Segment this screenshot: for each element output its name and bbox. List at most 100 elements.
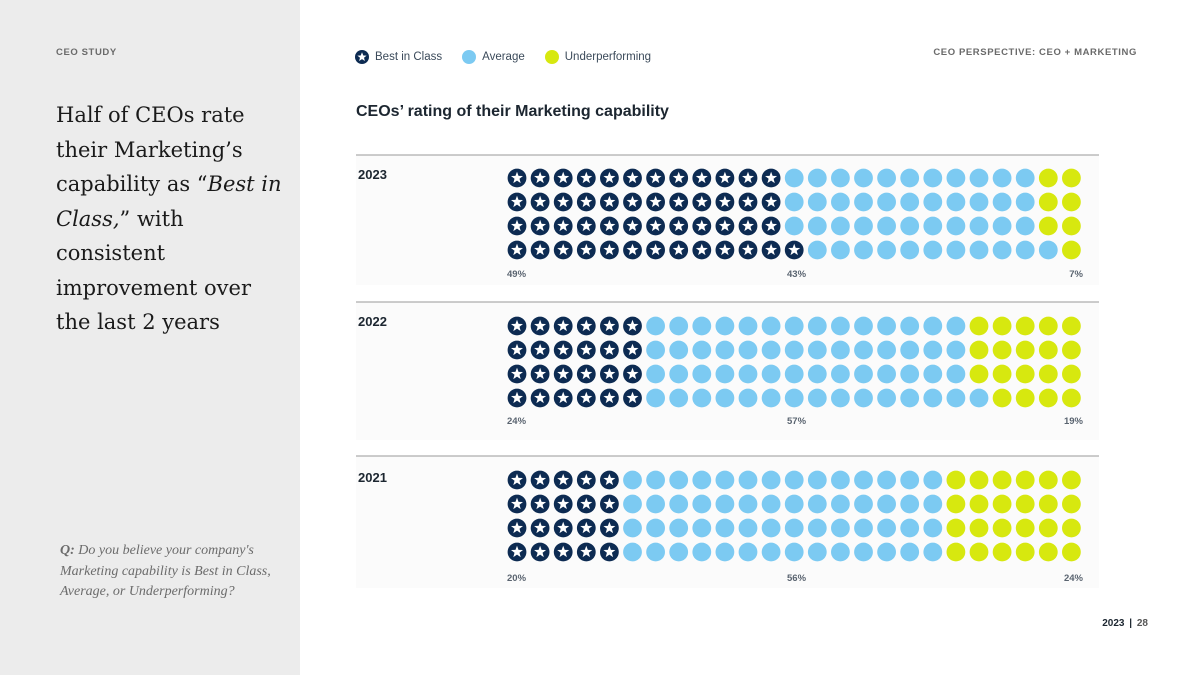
star-icon <box>557 243 570 256</box>
underperforming-dot <box>1038 494 1058 514</box>
average-dot <box>669 388 689 408</box>
underperforming-dot <box>992 316 1012 336</box>
star-icon <box>765 243 778 256</box>
page-number: 2023 | 28 <box>1102 618 1148 629</box>
underperforming-dot <box>1015 388 1035 408</box>
average-dot <box>669 494 689 514</box>
star-icon <box>603 521 616 534</box>
star-icon <box>580 171 593 184</box>
underperforming-dot <box>1038 364 1058 384</box>
average-dot <box>807 168 827 188</box>
star-icon <box>580 243 593 256</box>
star-icon <box>557 497 570 510</box>
average-dot <box>831 518 850 538</box>
average-dot <box>969 388 989 408</box>
star-icon <box>649 243 662 256</box>
average-dot <box>992 192 1012 212</box>
average-dot <box>669 340 689 360</box>
average-dot <box>900 168 920 188</box>
average-dot <box>992 240 1012 260</box>
average-dot <box>692 518 712 538</box>
average-dot <box>807 364 827 384</box>
headline-emphasis: Best in Class, <box>56 172 282 231</box>
average-dot <box>692 542 712 562</box>
average-dot <box>923 494 943 514</box>
average-dot <box>646 542 665 562</box>
average-dot <box>923 388 943 408</box>
average-dot <box>669 518 689 538</box>
underperforming-dot <box>1062 470 1081 490</box>
underperforming-dot <box>969 494 989 514</box>
average-dot <box>807 240 827 260</box>
average-dot <box>969 168 989 188</box>
question-prefix: Q: <box>60 543 75 558</box>
average-dot <box>992 216 1012 236</box>
sidebar: CEO STUDY Half of CEOs rate their Market… <box>0 0 300 675</box>
underperforming-dot <box>1038 542 1058 562</box>
underperforming-dot <box>992 518 1012 538</box>
star-icon <box>695 195 708 208</box>
star-icon <box>718 219 731 232</box>
average-dot <box>761 518 781 538</box>
average-dot <box>761 542 781 562</box>
average-dot <box>715 542 735 562</box>
average-dot <box>877 364 896 384</box>
average-dot <box>969 192 989 212</box>
underperforming-dot <box>1038 340 1058 360</box>
average-dot <box>831 340 850 360</box>
average-dot <box>946 168 966 188</box>
average-dot <box>831 316 850 336</box>
underperforming-dot <box>1062 340 1081 360</box>
underperforming-dot <box>992 340 1012 360</box>
underperforming-dot <box>1015 316 1035 336</box>
average-dot <box>784 364 804 384</box>
average-dot <box>1015 216 1035 236</box>
chart-legend: Best in Class Average Underperforming <box>355 48 671 66</box>
legend-label: Average <box>482 51 525 63</box>
average-dot <box>807 470 827 490</box>
star-icon <box>511 473 523 486</box>
underperforming-dot <box>1038 518 1058 538</box>
star-icon <box>557 391 570 404</box>
average-dot <box>877 316 896 336</box>
star-icon <box>649 219 662 232</box>
average-dot <box>761 364 781 384</box>
average-dot <box>946 340 966 360</box>
average-dot <box>831 388 850 408</box>
star-icon <box>557 473 570 486</box>
average-dot <box>761 316 781 336</box>
star-icon <box>626 367 639 380</box>
star-icon <box>765 219 778 232</box>
star-icon <box>695 243 708 256</box>
star-icon <box>355 50 369 64</box>
average-dot <box>877 470 896 490</box>
average-dot <box>969 216 989 236</box>
average-dot <box>646 364 665 384</box>
average-dot <box>715 518 735 538</box>
star-icon <box>580 219 593 232</box>
average-dot <box>877 240 896 260</box>
average-dot <box>854 542 873 562</box>
underperforming-dot <box>1015 364 1035 384</box>
star-icon <box>511 521 523 534</box>
star-icon <box>742 195 754 208</box>
average-dot <box>738 340 758 360</box>
underperforming-dot <box>969 518 989 538</box>
underperforming-dot <box>946 494 966 514</box>
star-icon <box>511 367 523 380</box>
average-dot <box>900 192 920 212</box>
average-dot <box>831 364 850 384</box>
star-icon <box>580 195 593 208</box>
average-dot <box>946 240 966 260</box>
average-dot <box>900 388 920 408</box>
star-icon <box>511 195 523 208</box>
underperforming-dot <box>969 542 989 562</box>
star-icon <box>511 545 523 558</box>
average-dot <box>900 316 920 336</box>
average-dot <box>623 518 642 538</box>
underperforming-dot <box>1062 494 1081 514</box>
average-dot <box>854 216 873 236</box>
underperforming-dot <box>1015 470 1035 490</box>
star-icon <box>557 219 570 232</box>
